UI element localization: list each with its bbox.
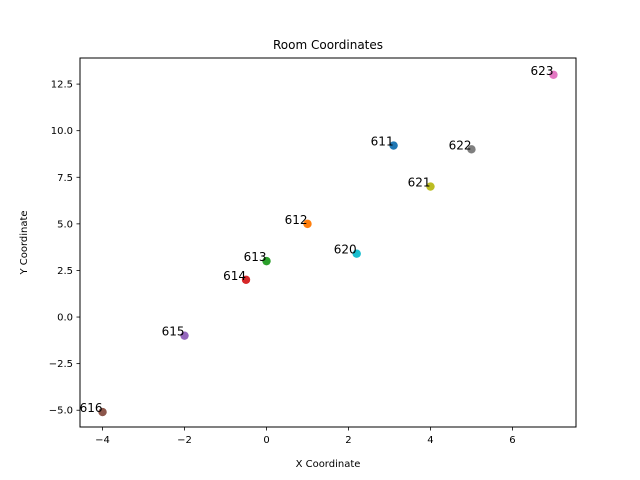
data-point-613 xyxy=(262,256,271,266)
data-point-620 xyxy=(352,249,361,258)
data-point-621 xyxy=(426,182,435,191)
plot-frame xyxy=(79,57,577,428)
y-tick-label: 0.0 xyxy=(57,313,73,324)
y-tick-label: 10.0 xyxy=(51,126,73,137)
point-label-621: 621 xyxy=(408,176,431,190)
data-point-612 xyxy=(303,219,312,229)
point-label-611: 611 xyxy=(371,135,394,149)
point-label-615: 615 xyxy=(162,325,185,339)
x-tick-label: −4 xyxy=(95,435,110,446)
x-tick-label: 6 xyxy=(509,435,515,446)
y-tick-label: 5.0 xyxy=(57,219,73,230)
y-tick-label: 7.5 xyxy=(57,173,73,184)
x-axis: −4 −2 0 2 4 6 xyxy=(95,427,516,446)
chart-title: Room Coordinates xyxy=(273,38,383,52)
data-point-623 xyxy=(549,70,558,79)
y-tick-label: 12.5 xyxy=(51,80,73,91)
point-label-612: 612 xyxy=(285,213,308,227)
data-point-615 xyxy=(180,331,189,340)
data-point-614 xyxy=(241,275,251,284)
point-label-614: 614 xyxy=(223,269,246,283)
data-point-611 xyxy=(389,141,398,150)
x-tick-label: −2 xyxy=(177,435,192,446)
y-axis: −5.0 −2.5 0.0 2.5 5.0 7.5 10.0 12.5 xyxy=(49,80,80,417)
point-labels: 611 612 613 614 615 616 623 622 621 620 xyxy=(80,64,554,415)
point-label-613: 613 xyxy=(244,250,267,264)
x-tick-label: 2 xyxy=(345,435,351,446)
x-tick-label: 4 xyxy=(427,435,433,446)
point-label-616: 616 xyxy=(80,401,103,415)
data-point-616 xyxy=(98,407,107,417)
data-point-622 xyxy=(467,145,476,154)
x-tick-label: 0 xyxy=(263,435,269,446)
y-axis-label: Y Coordinate xyxy=(19,210,30,275)
point-label-623: 623 xyxy=(531,64,554,78)
x-axis-label: X Coordinate xyxy=(296,459,361,470)
y-tick-label: −5.0 xyxy=(49,406,73,417)
y-tick-label: 2.5 xyxy=(57,266,73,277)
point-label-620: 620 xyxy=(334,243,357,257)
data-points xyxy=(98,70,558,417)
y-tick-label: −2.5 xyxy=(49,359,73,370)
point-label-622: 622 xyxy=(449,138,472,152)
